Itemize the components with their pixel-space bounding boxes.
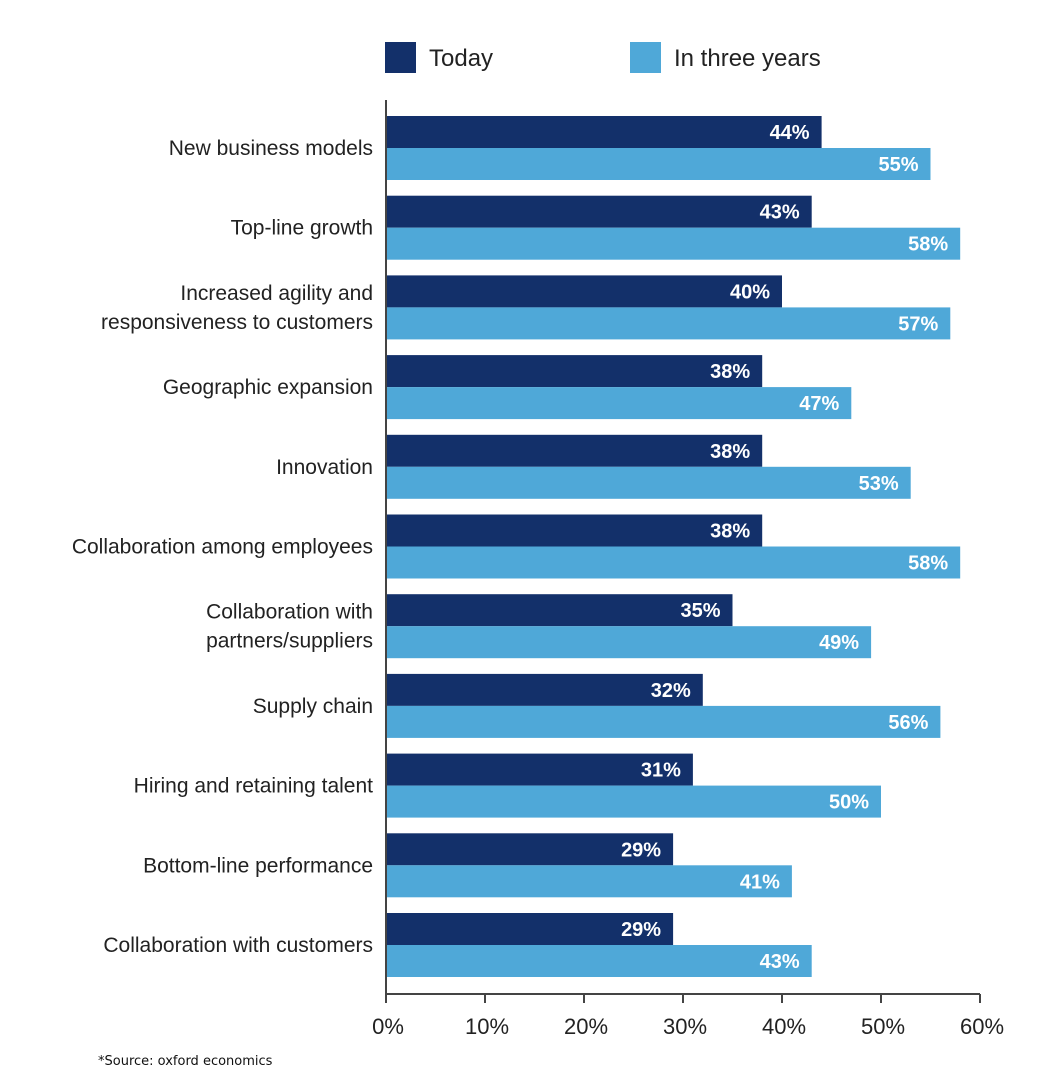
- bar-value-label-today-6: 35%: [680, 600, 720, 622]
- bar-value-label-today-4: 38%: [710, 441, 750, 463]
- bar-value-label-in-three-years-0: 55%: [878, 154, 918, 176]
- bar-value-label-in-three-years-6: 49%: [819, 632, 859, 654]
- bar-value-label-in-three-years-2: 57%: [898, 313, 938, 335]
- category-label-6: Collaboration with partners/suppliers: [206, 601, 373, 653]
- bar-today-0: [386, 116, 822, 148]
- x-tick-label-4: 40%: [762, 1014, 806, 1039]
- bar-in-three-years-1: [386, 227, 961, 260]
- legend-swatch-0: [385, 42, 416, 73]
- category-label-0: New business models: [169, 137, 373, 160]
- bar-in-three-years-4: [386, 466, 911, 499]
- bar-today-1: [386, 195, 812, 228]
- legend-swatch-1: [630, 42, 661, 73]
- bar-in-three-years-10: [386, 945, 812, 977]
- bar-value-label-in-three-years-1: 58%: [908, 234, 948, 256]
- bar-value-label-today-3: 38%: [710, 361, 750, 383]
- bar-value-label-in-three-years-4: 53%: [859, 473, 899, 495]
- legend-label-1: In three years: [674, 45, 821, 72]
- bar-value-label-in-three-years-5: 58%: [908, 553, 948, 575]
- category-label-8: Hiring and retaining talent: [134, 775, 373, 798]
- bar-value-label-today-5: 38%: [710, 521, 750, 543]
- bar-today-9: [386, 833, 674, 866]
- legend-label-0: Today: [429, 45, 493, 72]
- bar-in-three-years-9: [386, 865, 792, 898]
- x-tick-label-6: 60%: [960, 1014, 1004, 1039]
- bar-today-4: [386, 434, 763, 467]
- bar-in-three-years-3: [386, 387, 852, 420]
- bar-value-label-in-three-years-7: 56%: [888, 712, 928, 734]
- bar-today-2: [386, 275, 782, 308]
- x-tick-label-1: 10%: [465, 1014, 509, 1039]
- bar-value-label-today-0: 44%: [770, 122, 810, 144]
- bar-value-label-in-three-years-10: 43%: [760, 951, 800, 973]
- bar-today-5: [386, 514, 763, 547]
- bar-value-label-in-three-years-9: 41%: [740, 871, 780, 893]
- bar-value-label-today-9: 29%: [621, 839, 661, 861]
- category-label-1: Top-line growth: [231, 217, 373, 240]
- legend: Today In three years: [385, 42, 821, 73]
- bar-value-label-today-1: 43%: [760, 202, 800, 224]
- category-label-5: Collaboration among employees: [72, 536, 373, 559]
- bars-group: 44% 55% 43% 58% 40% 57% 38% 47% 38% 53% 38% 58% 35% 4…: [386, 116, 961, 977]
- x-tick-label-2: 20%: [564, 1014, 608, 1039]
- axes: 0% 10% 20% 30% 40% 50% 60%: [372, 100, 1004, 1039]
- bar-in-three-years-0: [386, 148, 931, 180]
- bar-today-3: [386, 355, 763, 388]
- bar-in-three-years-7: [386, 705, 941, 738]
- category-label-3: Geographic expansion: [163, 376, 373, 399]
- x-tick-label-5: 50%: [861, 1014, 905, 1039]
- x-tick-label-3: 30%: [663, 1014, 707, 1039]
- category-labels: New business models Top-line growth Increa…: [72, 137, 373, 957]
- bar-value-label-in-three-years-3: 47%: [799, 393, 839, 415]
- bar-value-label-today-7: 32%: [651, 680, 691, 702]
- category-label-7: Supply chain: [253, 695, 373, 718]
- bar-value-label-today-2: 40%: [730, 281, 770, 303]
- bar-today-10: [386, 913, 674, 945]
- bar-today-7: [386, 673, 703, 706]
- category-label-4: Innovation: [276, 456, 373, 479]
- category-label-10: Collaboration with customers: [103, 934, 373, 957]
- source-footnote: *Source: oxford economics: [98, 1054, 273, 1069]
- bar-in-three-years-6: [386, 626, 872, 659]
- bar-in-three-years-5: [386, 546, 961, 579]
- bar-value-label-today-10: 29%: [621, 919, 661, 941]
- bar-value-label-in-three-years-8: 50%: [829, 792, 869, 814]
- category-label-9: Bottom-line performance: [143, 854, 373, 877]
- category-label-2: Increased agility and responsiveness to c…: [101, 282, 373, 334]
- bar-in-three-years-8: [386, 785, 881, 818]
- bar-today-6: [386, 594, 733, 627]
- x-tick-label-0: 0%: [372, 1014, 404, 1039]
- bar-value-label-today-8: 31%: [641, 760, 681, 782]
- bar-today-8: [386, 753, 693, 786]
- bar-in-three-years-2: [386, 307, 951, 340]
